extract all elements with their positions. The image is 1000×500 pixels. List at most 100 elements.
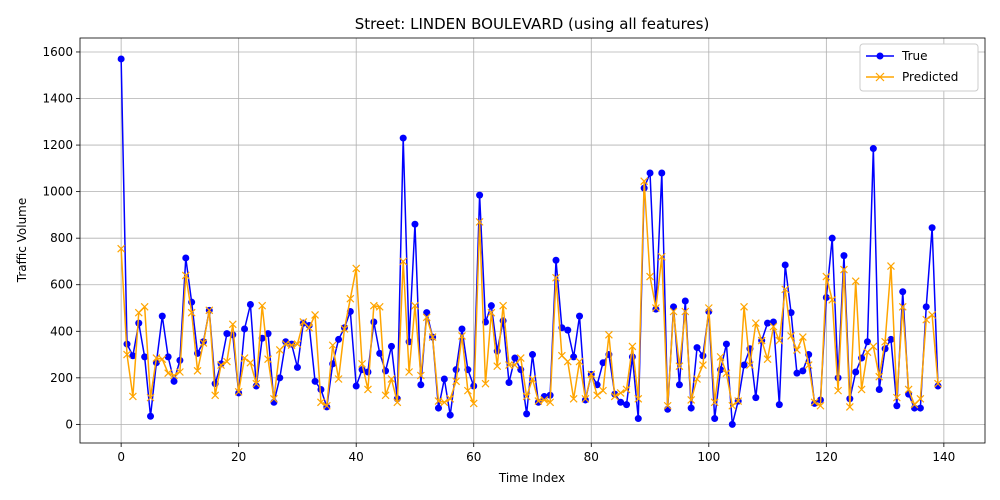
data-point-true xyxy=(852,368,860,376)
data-point-predicted xyxy=(252,379,261,388)
data-point-true xyxy=(787,309,795,317)
data-point-true xyxy=(875,385,883,393)
data-point-true xyxy=(117,55,125,63)
data-point-predicted xyxy=(340,325,349,333)
data-point-predicted xyxy=(675,362,684,371)
data-point-predicted xyxy=(587,370,596,379)
data-point-predicted xyxy=(434,397,443,406)
data-point-true xyxy=(434,404,442,412)
y-tick-label: 1200 xyxy=(42,138,73,152)
data-point-true xyxy=(893,402,901,410)
data-point-true xyxy=(664,405,672,413)
data-point-predicted xyxy=(869,342,878,351)
data-point-true xyxy=(899,288,907,296)
data-point-predicted xyxy=(510,361,519,369)
data-point-true xyxy=(728,420,736,428)
data-point-predicted xyxy=(710,398,719,407)
data-point-predicted xyxy=(845,402,854,411)
data-point-predicted xyxy=(334,375,343,383)
data-point-true xyxy=(423,309,431,317)
data-point-true xyxy=(552,256,560,264)
data-point-predicted xyxy=(546,398,555,407)
data-point-true xyxy=(141,353,149,361)
data-point-predicted xyxy=(757,336,766,345)
data-point-predicted xyxy=(293,340,302,349)
data-point-predicted xyxy=(170,371,178,380)
data-point-predicted xyxy=(916,394,925,403)
data-point-predicted xyxy=(175,368,184,376)
data-point-predicted xyxy=(898,302,907,311)
data-point-predicted xyxy=(469,399,478,408)
data-point-predicted xyxy=(540,396,549,404)
data-point-predicted xyxy=(158,355,167,364)
data-point-predicted xyxy=(123,350,131,359)
data-point-predicted xyxy=(557,351,566,360)
data-point-predicted xyxy=(828,295,837,304)
data-point-predicted xyxy=(928,311,937,319)
data-point-predicted xyxy=(411,301,419,310)
y-tick-label: 800 xyxy=(50,231,73,245)
data-point-predicted xyxy=(769,322,778,331)
data-point-true xyxy=(740,361,748,369)
data-point-predicted xyxy=(604,330,613,339)
data-point-predicted xyxy=(575,357,584,366)
data-point-predicted xyxy=(851,277,860,286)
data-point-true xyxy=(617,398,625,406)
data-point-predicted xyxy=(810,398,819,407)
data-point-predicted xyxy=(228,320,237,329)
data-point-predicted xyxy=(452,377,461,386)
data-point-predicted xyxy=(881,337,890,346)
data-point-true xyxy=(352,382,360,390)
data-point-predicted xyxy=(499,301,508,310)
data-point-true xyxy=(693,344,701,352)
data-point-predicted xyxy=(704,304,713,312)
data-point-predicted xyxy=(405,368,414,376)
data-point-true xyxy=(887,335,895,343)
data-point-predicted xyxy=(610,392,619,401)
data-point-predicted xyxy=(734,397,743,406)
data-point-true xyxy=(822,294,830,302)
data-point-predicted xyxy=(640,177,649,186)
data-point-true xyxy=(922,303,930,311)
data-point-true xyxy=(293,363,301,371)
data-point-predicted xyxy=(505,361,513,369)
data-point-true xyxy=(775,401,783,409)
data-point-predicted xyxy=(128,392,137,401)
data-point-predicted xyxy=(364,385,372,394)
data-point-true xyxy=(158,312,166,320)
data-point-predicted xyxy=(651,304,660,312)
data-point-predicted xyxy=(934,379,942,388)
data-point-true xyxy=(446,411,454,419)
data-point-true xyxy=(364,368,372,376)
data-point-true xyxy=(399,134,407,142)
data-point-predicted xyxy=(646,272,654,281)
chart-title: Street: LINDEN BOULEVARD (using all feat… xyxy=(355,15,710,33)
data-point-predicted xyxy=(181,271,190,280)
data-point-true xyxy=(828,234,836,242)
legend-label-true: True xyxy=(901,49,928,63)
legend-marker-true xyxy=(876,52,884,60)
data-point-predicted xyxy=(775,336,784,345)
y-tick-label: 1000 xyxy=(42,185,73,199)
data-point-predicted xyxy=(217,361,225,369)
data-point-predicted xyxy=(740,302,748,311)
data-point-true xyxy=(235,389,243,397)
plot-frame xyxy=(79,37,986,444)
data-point-predicted xyxy=(211,391,220,400)
data-point-true xyxy=(811,399,819,407)
data-point-predicted xyxy=(205,306,214,315)
x-tick-label: 120 xyxy=(815,450,838,464)
x-axis-label: Time Index xyxy=(498,471,565,485)
data-point-predicted xyxy=(516,354,525,362)
data-point-true xyxy=(511,354,519,362)
data-point-predicted xyxy=(463,386,472,395)
data-point-predicted xyxy=(299,318,308,326)
data-point-predicted xyxy=(657,252,666,261)
x-tick-label: 0 xyxy=(117,450,125,464)
series-line-predicted xyxy=(120,180,939,408)
data-point-true xyxy=(417,381,425,389)
y-tick-label: 1400 xyxy=(42,92,73,106)
y-tick-label: 400 xyxy=(50,324,73,338)
data-point-predicted xyxy=(793,345,801,354)
data-point-true xyxy=(317,385,325,393)
